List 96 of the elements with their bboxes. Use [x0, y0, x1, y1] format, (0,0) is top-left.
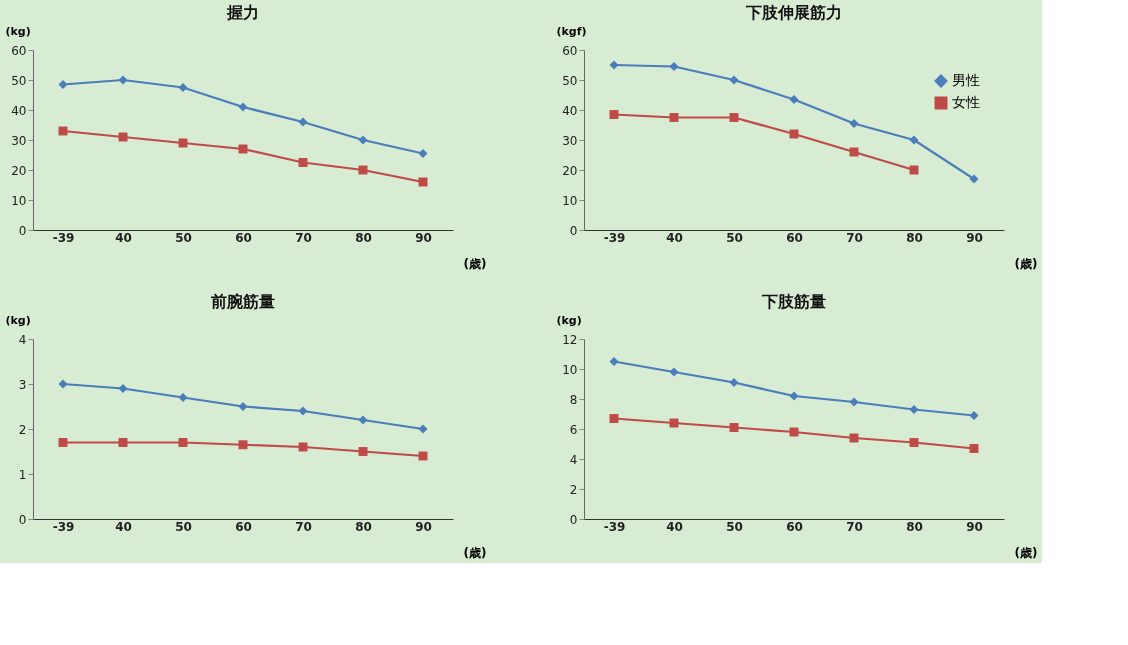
x-tick-label: -39: [603, 519, 626, 534]
x-tick-label: 50: [726, 519, 743, 534]
y-tick-label: 10: [562, 362, 578, 377]
point: [118, 438, 128, 447]
y-tick-label: 12: [562, 332, 578, 347]
point: [729, 113, 739, 122]
point: [909, 438, 919, 447]
y-tick-label: 8: [569, 392, 578, 407]
x-tick-label: -39: [603, 230, 626, 245]
point: [358, 447, 368, 456]
point: [969, 444, 979, 453]
x-tick-label: -39: [52, 230, 75, 245]
point: [969, 174, 979, 184]
x-tick-label: 50: [175, 519, 192, 534]
point: [669, 113, 679, 122]
point: [849, 397, 859, 407]
y-axis-title: (kgf): [556, 24, 587, 38]
point: [58, 379, 68, 389]
x-tick-label: 40: [666, 230, 683, 245]
point: [298, 158, 308, 167]
y-tick-label: 40: [11, 103, 27, 118]
x-axis-title: (歳): [1014, 545, 1038, 560]
y-tick-label: 4: [18, 332, 27, 347]
x-axis-title: (歳): [1014, 256, 1038, 271]
x-tick-label: 50: [726, 230, 743, 245]
y-tick-label: 40: [562, 103, 578, 118]
chart-title: 握力: [226, 3, 259, 22]
chart-title: 下肢筋量: [761, 292, 826, 311]
y-tick-label: 2: [569, 482, 578, 497]
y-tick-label: 2: [18, 422, 27, 437]
x-tick-label: 80: [906, 519, 923, 534]
point: [669, 367, 679, 377]
point: [358, 135, 368, 145]
y-tick-label: 50: [562, 73, 578, 88]
y-axis-title: (kg): [5, 313, 31, 327]
x-tick-label: 60: [235, 519, 252, 534]
point: [58, 438, 68, 447]
point: [729, 75, 739, 85]
x-tick-label: 90: [415, 230, 432, 245]
chart-title: 前腕筋量: [210, 292, 275, 311]
point: [609, 414, 619, 423]
y-tick-label: 60: [11, 43, 27, 58]
point: [118, 75, 128, 85]
x-tick-label: 70: [295, 519, 312, 534]
point: [909, 135, 919, 145]
y-tick-label: 0: [18, 512, 27, 527]
chart-title: 下肢伸展筋力: [745, 3, 842, 22]
y-tick-label: 20: [11, 163, 27, 178]
x-tick-label: 70: [846, 519, 863, 534]
x-tick-label: 80: [906, 230, 923, 245]
x-tick-label: 90: [966, 519, 983, 534]
point: [609, 110, 619, 119]
point: [298, 406, 308, 416]
legend-label: 男性: [952, 72, 980, 88]
point: [238, 440, 248, 450]
x-tick-label: 70: [295, 230, 312, 245]
x-tick-label: 60: [786, 519, 803, 534]
y-tick-label: 1: [18, 467, 27, 482]
point: [729, 423, 739, 432]
y-tick-label: 0: [569, 223, 578, 238]
point: [418, 424, 428, 434]
y-axis-title: (kg): [556, 313, 582, 327]
x-tick-label: 70: [846, 230, 863, 245]
y-tick-label: 3: [18, 377, 27, 392]
x-axis-title: (歳): [463, 545, 487, 560]
y-tick-label: 50: [11, 73, 27, 88]
y-tick-label: 60: [562, 43, 578, 58]
point: [789, 391, 799, 401]
y-tick-label: 0: [18, 223, 27, 238]
point: [178, 438, 188, 447]
y-tick-label: 0: [569, 512, 578, 527]
x-tick-label: 80: [355, 230, 372, 245]
point: [238, 102, 248, 112]
y-tick-label: 6: [569, 422, 578, 437]
x-tick-label: 60: [235, 230, 252, 245]
point: [358, 415, 368, 425]
y-tick-label: 30: [11, 133, 27, 148]
x-tick-label: 90: [415, 519, 432, 534]
x-tick-label: 40: [115, 230, 132, 245]
point: [609, 60, 619, 70]
y-tick-label: 30: [562, 133, 578, 148]
x-tick-label: 40: [115, 519, 132, 534]
y-axis-title: (kg): [5, 24, 31, 38]
x-tick-label: 90: [966, 230, 983, 245]
x-tick-label: 80: [355, 519, 372, 534]
y-tick-label: 20: [562, 163, 578, 178]
x-tick-label: -39: [52, 519, 75, 534]
x-tick-label: 60: [786, 230, 803, 245]
point: [298, 117, 308, 127]
y-tick-label: 10: [11, 193, 27, 208]
legend-label: 女性: [952, 94, 980, 110]
x-tick-label: 40: [666, 519, 683, 534]
x-axis-title: (歳): [463, 256, 487, 271]
y-tick-label: 10: [562, 193, 578, 208]
x-tick-label: 50: [175, 230, 192, 245]
y-tick-label: 4: [569, 452, 578, 467]
